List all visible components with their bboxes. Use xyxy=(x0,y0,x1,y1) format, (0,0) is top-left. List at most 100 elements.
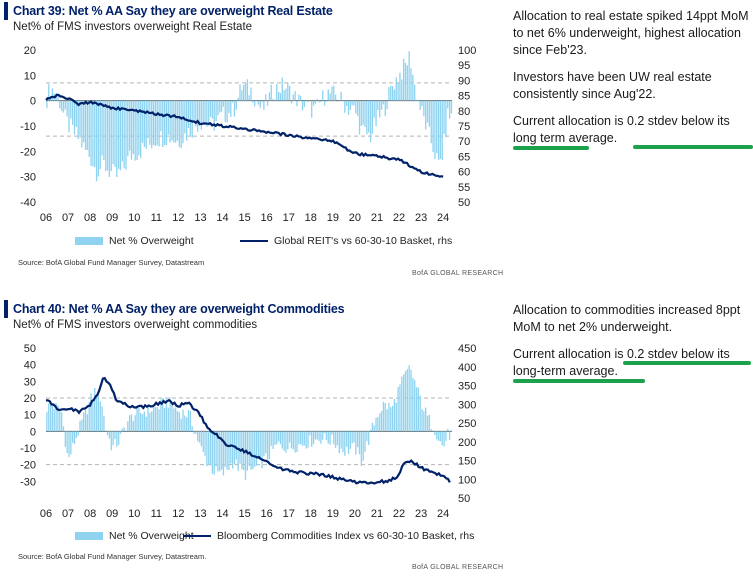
bar xyxy=(430,100,432,144)
commentary-paragraph: Allocation to real estate spiked 14ppt M… xyxy=(513,9,749,57)
bar xyxy=(79,100,81,138)
bar xyxy=(331,86,333,101)
bar xyxy=(257,431,260,460)
bar xyxy=(130,414,133,432)
bar xyxy=(125,100,127,170)
bar xyxy=(154,100,157,147)
bar xyxy=(129,415,131,432)
bar xyxy=(169,397,171,432)
y2-tick-label: 200 xyxy=(458,437,476,449)
bar xyxy=(173,100,175,143)
bar xyxy=(277,431,280,442)
bar xyxy=(281,431,283,449)
x-tick-label: 20 xyxy=(349,212,361,224)
bar xyxy=(432,100,434,153)
bar xyxy=(62,426,65,432)
title-accent xyxy=(4,2,8,20)
bar xyxy=(211,100,214,119)
x-tick-label: 07 xyxy=(62,212,74,224)
bar xyxy=(110,100,112,172)
bar xyxy=(88,401,90,432)
bar xyxy=(154,407,157,432)
bar xyxy=(406,369,408,432)
bar xyxy=(410,68,412,101)
bar xyxy=(419,100,421,110)
bar xyxy=(129,100,131,151)
bar xyxy=(222,100,225,107)
bar xyxy=(292,431,294,450)
bar xyxy=(228,431,230,470)
bar xyxy=(379,413,381,432)
y2-tick-label: 60 xyxy=(458,167,470,179)
bar xyxy=(290,100,293,104)
bar xyxy=(215,100,217,122)
bar xyxy=(263,431,265,457)
bar xyxy=(355,431,357,455)
bar xyxy=(156,100,158,146)
bar xyxy=(108,100,111,178)
bar xyxy=(103,100,105,161)
x-tick-label: 10 xyxy=(128,212,140,224)
bar xyxy=(391,86,394,101)
bar xyxy=(276,84,278,101)
x-tick-label: 17 xyxy=(283,212,295,224)
bar xyxy=(412,74,414,101)
bar xyxy=(195,100,197,127)
bar xyxy=(162,398,164,432)
bar xyxy=(423,411,425,432)
x-tick-label: 13 xyxy=(194,212,206,224)
bar xyxy=(138,100,140,156)
bar xyxy=(197,431,199,442)
bar xyxy=(357,431,359,448)
bar xyxy=(189,411,192,432)
series-line xyxy=(45,376,451,485)
legend-label-bars: Net % Overweight xyxy=(109,530,194,542)
bar xyxy=(209,431,212,466)
bar xyxy=(235,100,237,110)
bar xyxy=(439,100,442,159)
bar xyxy=(279,431,282,445)
x-tick-label: 19 xyxy=(327,508,339,520)
bar xyxy=(428,100,431,127)
bar xyxy=(329,93,331,101)
bar xyxy=(206,100,208,127)
y-tick-label: -30 xyxy=(20,476,36,488)
y2-tick-label: 70 xyxy=(458,136,470,148)
y2-tick-label: 100 xyxy=(458,474,476,486)
bar xyxy=(226,431,228,470)
bar xyxy=(353,100,355,106)
bar xyxy=(121,100,123,162)
bar xyxy=(386,100,388,110)
bar xyxy=(233,100,236,117)
bar xyxy=(261,431,263,469)
bar xyxy=(436,431,438,440)
bar xyxy=(105,430,107,432)
bar xyxy=(75,100,78,127)
bar xyxy=(165,100,168,145)
bar xyxy=(406,65,408,101)
bar xyxy=(296,100,298,107)
bar xyxy=(95,397,98,432)
bar xyxy=(60,100,63,112)
bar xyxy=(250,431,252,470)
series-line xyxy=(45,93,444,178)
bar xyxy=(59,410,61,432)
x-tick-label: 24 xyxy=(437,212,449,224)
bar xyxy=(83,412,85,432)
bar xyxy=(259,431,261,459)
bar xyxy=(316,98,318,101)
bar xyxy=(445,431,447,441)
bar xyxy=(141,100,144,143)
bar xyxy=(265,94,267,101)
bar xyxy=(167,100,169,135)
bar xyxy=(48,403,50,432)
x-tick-label: 22 xyxy=(393,212,405,224)
bar xyxy=(231,431,234,469)
bar xyxy=(439,431,442,442)
y-tick-label: 20 xyxy=(24,393,36,405)
bar xyxy=(59,100,61,109)
x-tick-label: 07 xyxy=(62,508,74,520)
bar xyxy=(213,431,215,475)
bar xyxy=(368,431,370,445)
bar xyxy=(300,431,302,445)
